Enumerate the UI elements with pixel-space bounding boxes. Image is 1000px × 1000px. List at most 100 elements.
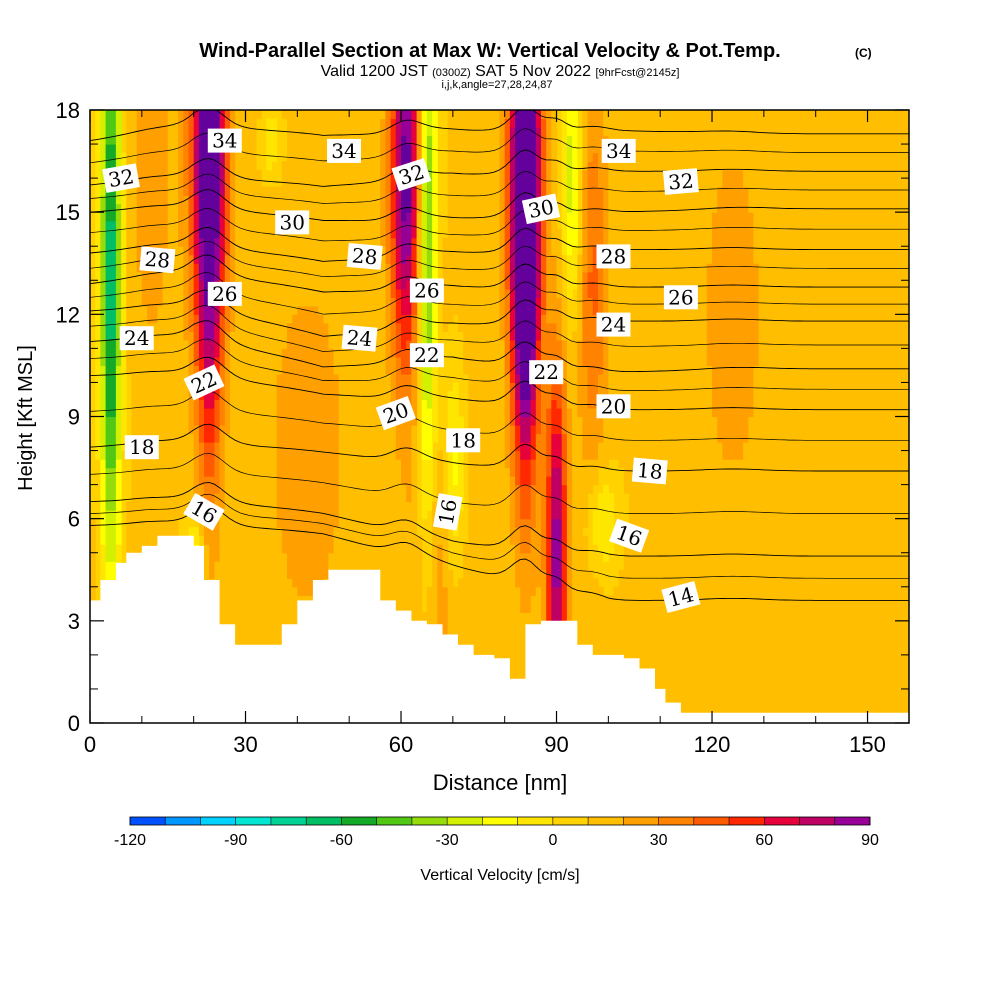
velocity-cell bbox=[266, 135, 272, 145]
velocity-cell bbox=[188, 203, 195, 213]
velocity-cell bbox=[287, 493, 293, 503]
velocity-cell bbox=[442, 612, 449, 622]
velocity-cell bbox=[328, 561, 335, 571]
velocity-cell bbox=[411, 510, 418, 520]
velocity-cell bbox=[432, 501, 438, 511]
velocity-cell bbox=[214, 246, 221, 256]
velocity-cell bbox=[287, 603, 293, 613]
velocity-cell bbox=[147, 144, 153, 154]
velocity-cell bbox=[369, 144, 376, 154]
velocity-cell bbox=[432, 552, 438, 562]
velocity-cell bbox=[152, 322, 158, 332]
velocity-cell bbox=[152, 280, 158, 290]
velocity-cell bbox=[162, 229, 169, 239]
velocity-cell bbox=[447, 152, 454, 162]
velocity-cell bbox=[390, 254, 397, 264]
velocity-cell bbox=[318, 561, 324, 571]
velocity-cell bbox=[167, 161, 174, 171]
velocity-cell bbox=[162, 305, 169, 315]
velocity-cell bbox=[276, 271, 283, 281]
velocity-cell bbox=[126, 544, 133, 554]
velocity-cell bbox=[276, 510, 283, 520]
velocity-cell bbox=[411, 535, 418, 545]
velocity-cell bbox=[240, 391, 247, 401]
velocity-cell bbox=[115, 322, 122, 332]
velocity-cell bbox=[240, 118, 247, 128]
velocity-cell bbox=[411, 484, 418, 494]
velocity-cell bbox=[349, 476, 355, 486]
velocity-cell bbox=[281, 595, 288, 605]
velocity-cell bbox=[167, 169, 174, 179]
velocity-cell bbox=[230, 425, 236, 435]
velocity-cell bbox=[442, 527, 449, 537]
velocity-cell bbox=[333, 297, 340, 307]
velocity-cell bbox=[121, 237, 127, 247]
velocity-cell bbox=[230, 356, 236, 366]
velocity-cell bbox=[204, 263, 210, 273]
velocity-cell bbox=[385, 382, 392, 392]
velocity-cell bbox=[204, 450, 210, 460]
velocity-cell bbox=[115, 544, 122, 554]
velocity-cell bbox=[131, 467, 138, 477]
velocity-cell bbox=[318, 425, 324, 435]
velocity-cell bbox=[204, 467, 210, 477]
velocity-cell bbox=[395, 229, 402, 239]
velocity-cell bbox=[344, 467, 350, 477]
velocity-cell bbox=[224, 595, 231, 605]
velocity-cell bbox=[411, 569, 418, 579]
velocity-cell bbox=[219, 314, 226, 324]
velocity-cell bbox=[380, 373, 387, 383]
velocity-cell bbox=[115, 220, 122, 230]
velocity-cell bbox=[432, 152, 438, 162]
velocity-cell bbox=[266, 629, 272, 639]
velocity-cell bbox=[178, 339, 184, 349]
velocity-cell bbox=[380, 399, 387, 409]
velocity-cell bbox=[250, 586, 257, 596]
velocity-cell bbox=[266, 459, 272, 469]
velocity-cell bbox=[193, 144, 200, 154]
velocity-cell bbox=[214, 314, 221, 324]
velocity-cell bbox=[395, 425, 402, 435]
velocity-cell bbox=[235, 459, 241, 469]
velocity-cell bbox=[458, 127, 464, 137]
velocity-cell bbox=[333, 110, 340, 120]
velocity-cell bbox=[230, 561, 236, 571]
velocity-cell bbox=[188, 127, 195, 137]
velocity-cell bbox=[255, 322, 262, 332]
velocity-cell bbox=[188, 425, 195, 435]
velocity-cell bbox=[380, 220, 387, 230]
velocity-cell bbox=[224, 186, 231, 196]
velocity-cell bbox=[240, 433, 247, 443]
velocity-cell bbox=[323, 408, 330, 418]
velocity-cell bbox=[147, 314, 153, 324]
velocity-cell bbox=[359, 314, 366, 324]
velocity-cell bbox=[421, 416, 428, 426]
velocity-cell bbox=[188, 152, 195, 162]
velocity-cell bbox=[375, 110, 381, 120]
velocity-cell bbox=[390, 425, 397, 435]
velocity-cell bbox=[447, 408, 454, 418]
velocity-cell bbox=[266, 186, 272, 196]
velocity-cell bbox=[276, 246, 283, 256]
velocity-cell bbox=[131, 305, 138, 315]
velocity-cell bbox=[452, 254, 459, 264]
velocity-cell bbox=[458, 637, 464, 647]
velocity-cell bbox=[406, 569, 412, 579]
velocity-cell bbox=[193, 356, 200, 366]
velocity-cell bbox=[395, 356, 402, 366]
velocity-cell bbox=[375, 144, 381, 154]
velocity-cell bbox=[204, 127, 210, 137]
velocity-cell bbox=[167, 110, 174, 120]
velocity-cell bbox=[235, 254, 241, 264]
velocity-cell bbox=[302, 535, 309, 545]
velocity-cell bbox=[395, 305, 402, 315]
velocity-cell bbox=[390, 493, 397, 503]
velocity-cell bbox=[178, 178, 184, 188]
velocity-cell bbox=[364, 510, 371, 520]
velocity-cell bbox=[172, 110, 179, 120]
velocity-cell bbox=[131, 356, 138, 366]
velocity-cell bbox=[219, 246, 226, 256]
velocity-cell bbox=[183, 416, 190, 426]
velocity-cell bbox=[157, 484, 164, 494]
velocity-cell bbox=[323, 229, 330, 239]
